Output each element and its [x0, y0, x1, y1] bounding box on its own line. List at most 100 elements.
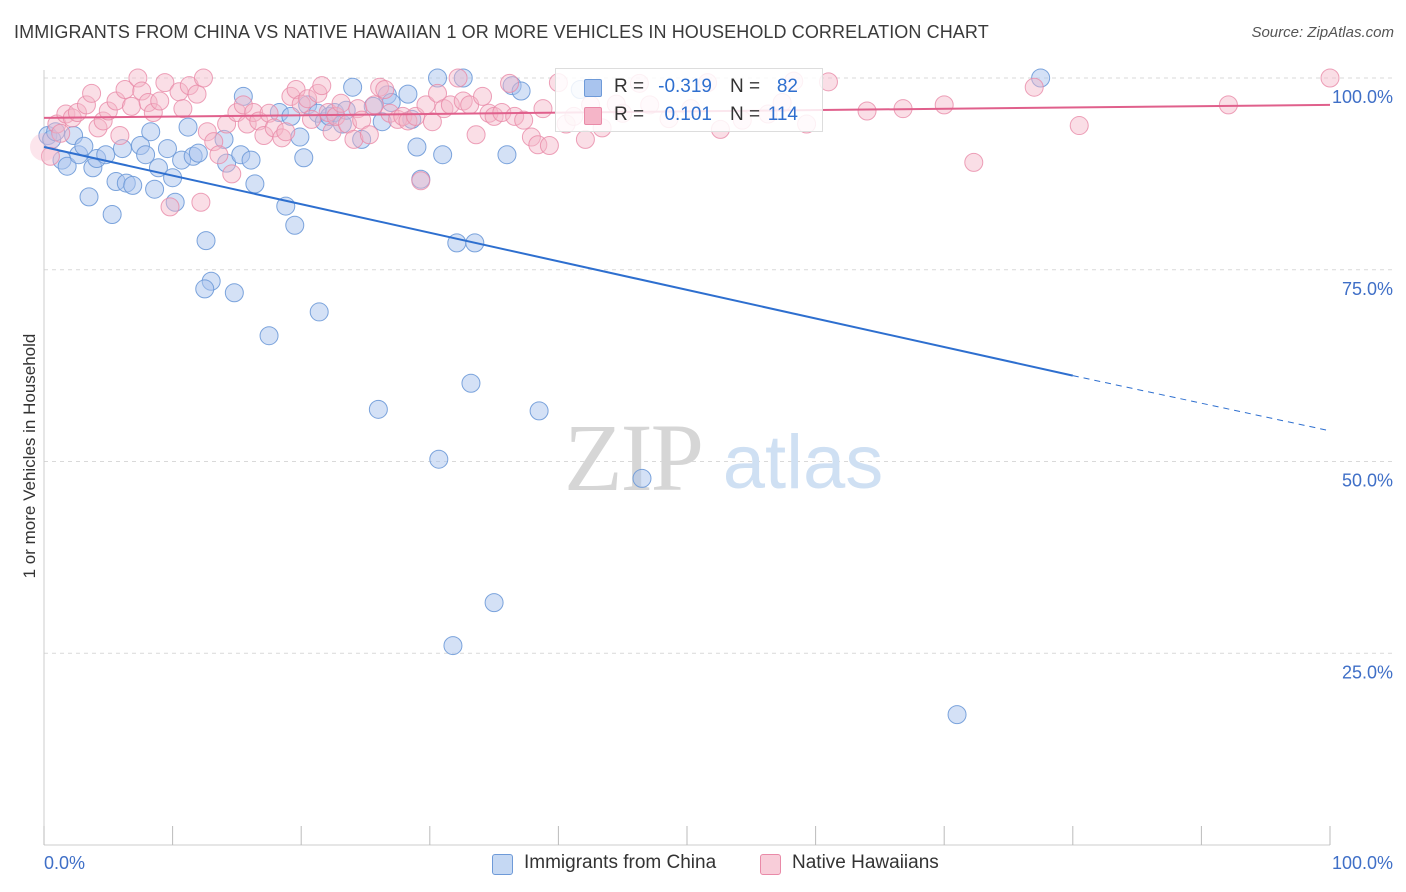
- data-point-immigrants-from-china: [453, 68, 473, 88]
- data-point-immigrants-from-china: [343, 77, 363, 97]
- data-point-immigrants-from-china: [136, 145, 156, 165]
- data-point-immigrants-from-china: [309, 302, 329, 322]
- data-point-native-hawaiians: [539, 135, 559, 155]
- legend-r-label: R =: [614, 104, 645, 125]
- data-point-immigrants-from-china: [157, 139, 177, 159]
- trendline-extension-immigrants-from-china: [1072, 375, 1331, 432]
- trendline-immigrants-from-china: [43, 146, 1074, 377]
- data-point-native-hawaiians: [291, 94, 311, 114]
- data-point-immigrants-from-china: [398, 84, 418, 104]
- data-point-native-hawaiians: [934, 95, 954, 115]
- data-point-native-hawaiians: [150, 91, 170, 111]
- data-point-native-hawaiians: [448, 68, 468, 88]
- y-tick-label: 75.0%: [1342, 279, 1393, 299]
- data-point-immigrants-from-china: [241, 150, 261, 170]
- data-point-immigrants-from-china: [407, 137, 427, 157]
- data-point-immigrants-from-china: [433, 145, 453, 165]
- data-point-native-hawaiians: [1069, 116, 1089, 136]
- data-point-native-hawaiians: [132, 81, 152, 101]
- data-point-native-hawaiians: [312, 76, 332, 96]
- data-point-immigrants-from-china: [1031, 68, 1051, 88]
- legend-row-hawaiian: R = 0.101 N = 114: [556, 101, 822, 129]
- data-point-immigrants-from-china: [233, 86, 253, 106]
- data-point-native-hawaiians: [1320, 68, 1340, 88]
- data-point-immigrants-from-china: [947, 705, 967, 725]
- data-point-immigrants-from-china: [196, 231, 216, 251]
- data-point-native-hawaiians: [380, 103, 400, 123]
- data-point-immigrants-from-china: [461, 373, 481, 393]
- data-point-immigrants-from-china: [245, 174, 265, 194]
- y-tick-label: 50.0%: [1342, 471, 1393, 491]
- data-point-immigrants-from-china: [141, 122, 161, 142]
- data-point-native-hawaiians: [286, 80, 306, 100]
- data-point-native-hawaiians: [187, 84, 207, 104]
- data-point-native-hawaiians: [51, 123, 71, 143]
- data-point-native-hawaiians: [209, 145, 229, 165]
- data-point-immigrants-from-china: [294, 148, 314, 168]
- data-point-native-hawaiians: [514, 110, 534, 130]
- data-point-immigrants-from-china: [79, 187, 99, 207]
- data-point-native-hawaiians: [375, 80, 395, 100]
- watermark-atlas: atlas: [723, 420, 884, 505]
- legend-n-label: N =: [730, 104, 761, 125]
- data-point-native-hawaiians: [98, 101, 118, 121]
- y-tick-label: 25.0%: [1342, 662, 1393, 682]
- data-point-native-hawaiians: [160, 197, 180, 217]
- axes: [43, 70, 1331, 846]
- series-legend: Immigrants from China Native Hawaiians: [0, 852, 1406, 878]
- tick-labels: 25.0% 50.0% 75.0% 100.0% 0.0% 100.0%: [44, 87, 1393, 873]
- data-point-native-hawaiians: [331, 93, 351, 113]
- legend-n-value: 114: [767, 104, 798, 125]
- data-point-immigrants-from-china: [102, 205, 122, 225]
- legend-swatch-pink: [760, 854, 781, 875]
- data-point-immigrants-from-china: [123, 175, 143, 195]
- data-point-immigrants-from-china: [428, 68, 448, 88]
- x-tick-label-start: 0.0%: [44, 853, 85, 873]
- data-point-native-hawaiians: [155, 73, 175, 93]
- data-point-native-hawaiians: [422, 112, 442, 132]
- data-point-native-hawaiians: [575, 129, 595, 149]
- zipatlas-watermark: ZIP atlas: [564, 404, 883, 511]
- data-point-native-hawaiians: [82, 83, 102, 103]
- source-credit: Source: ZipAtlas.com: [1251, 24, 1394, 41]
- data-point-immigrants-from-china: [224, 283, 244, 303]
- x-tick-label-end: 100.0%: [1332, 853, 1393, 873]
- data-point-native-hawaiians: [40, 146, 60, 166]
- data-point-immigrants-from-china: [368, 399, 388, 419]
- data-point-native-hawaiians: [301, 109, 321, 129]
- legend-r-value: 0.101: [664, 104, 712, 125]
- data-point-immigrants-from-china: [188, 143, 208, 163]
- legend-label-china: Immigrants from China: [524, 852, 717, 873]
- data-point-native-hawaiians: [222, 164, 242, 184]
- y-tick-label: 100.0%: [1332, 87, 1393, 107]
- data-point-immigrants-from-china: [511, 81, 531, 101]
- legend-n-value: 82: [776, 76, 798, 97]
- data-point-native-hawaiians: [322, 122, 342, 142]
- chart-title: IMMIGRANTS FROM CHINA VS NATIVE HAWAIIAN…: [14, 22, 989, 42]
- data-point-native-hawaiians: [344, 129, 364, 149]
- data-point-native-hawaiians: [173, 99, 193, 119]
- data-point-native-hawaiians: [233, 95, 253, 115]
- data-point-immigrants-from-china: [443, 636, 463, 656]
- data-point-native-hawaiians: [473, 86, 493, 106]
- data-point-native-hawaiians: [197, 122, 217, 142]
- data-point-native-hawaiians: [298, 89, 318, 109]
- series-immigrants-from-china: [38, 68, 1051, 725]
- legend-swatch-blue: [492, 854, 513, 875]
- data-point-immigrants-from-china: [57, 156, 77, 176]
- data-point-immigrants-from-china: [285, 215, 305, 235]
- data-point-native-hawaiians: [411, 171, 431, 191]
- data-point-native-hawaiians: [121, 96, 141, 116]
- legend-swatch-pink: [584, 107, 602, 125]
- data-point-native-hawaiians: [370, 77, 390, 97]
- data-point-native-hawaiians: [264, 118, 284, 138]
- grid-lines: [44, 77, 1392, 654]
- data-point-immigrants-from-china: [195, 279, 215, 299]
- correlation-legend: R = -0.319 N = 82 R = 0.101 N = 114: [555, 68, 823, 132]
- data-point-native-hawaiians: [115, 80, 135, 100]
- data-point-immigrants-from-china: [529, 401, 549, 421]
- legend-r-value: -0.319: [658, 76, 712, 97]
- data-point-native-hawaiians: [359, 125, 379, 145]
- data-point-native-hawaiians: [857, 101, 877, 121]
- legend-r-label: R =: [614, 76, 645, 97]
